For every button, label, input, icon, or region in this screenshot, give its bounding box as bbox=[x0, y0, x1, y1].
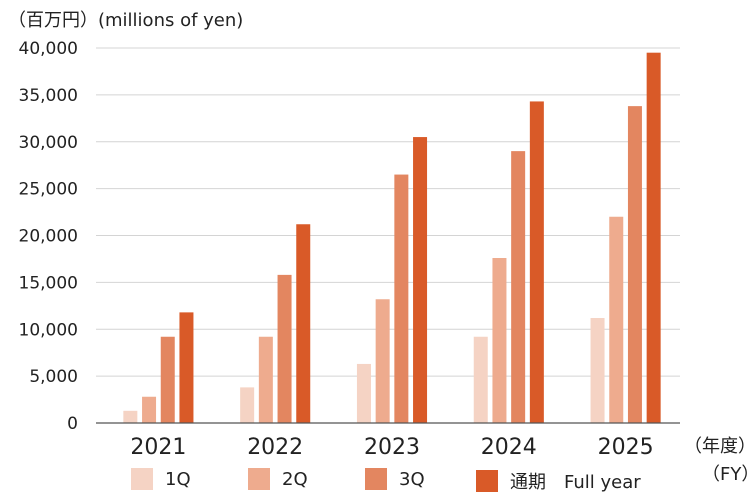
fiscal-year-label-jp: （年度） bbox=[684, 436, 750, 457]
bar-2025-full-year bbox=[646, 52, 661, 423]
x-tick-label: 2021 bbox=[130, 435, 186, 460]
y-tick-label: 40,000 bbox=[19, 39, 78, 59]
y-axis-ticks: 0 5,000 10,000 15,000 20,000 25,000 30,000 35,0… bbox=[19, 39, 78, 434]
bar-2021-3q bbox=[160, 336, 175, 423]
legend-item-1q: 1Q bbox=[131, 468, 191, 490]
legend-swatch-1q bbox=[131, 468, 153, 490]
legend-item-full-year: 通期 Full year bbox=[476, 468, 641, 494]
fiscal-year-label-en: （FY） bbox=[702, 464, 750, 485]
legend-label-1q: 1Q bbox=[165, 468, 191, 490]
y-tick-label: 0 bbox=[67, 414, 78, 434]
bar-2025-2q bbox=[609, 216, 624, 423]
legend-swatch-full-year bbox=[476, 470, 498, 492]
y-tick-label: 10,000 bbox=[19, 320, 78, 340]
bar-2024-2q bbox=[492, 258, 507, 423]
bar-2022-3q bbox=[277, 274, 292, 423]
bar-2024-1q bbox=[473, 336, 488, 423]
y-tick-label: 5,000 bbox=[29, 367, 78, 387]
x-tick-label: 2022 bbox=[247, 435, 303, 460]
bar-2024-full-year bbox=[529, 101, 544, 423]
legend-swatch-2q bbox=[248, 468, 270, 490]
bar-2023-full-year bbox=[413, 137, 428, 423]
legend-item-2q: 2Q bbox=[248, 468, 308, 490]
bar-2021-full-year bbox=[179, 312, 194, 423]
y-tick-label: 30,000 bbox=[19, 133, 78, 153]
bar-2022-full-year bbox=[296, 224, 311, 423]
bars bbox=[123, 52, 661, 423]
bar-2021-1q bbox=[123, 410, 138, 423]
bar-2023-1q bbox=[356, 363, 371, 423]
legend-label-2q: 2Q bbox=[282, 468, 308, 490]
bar-2021-2q bbox=[142, 396, 157, 423]
legend-label-full-year: 通期 Full year bbox=[510, 472, 641, 493]
bar-2025-1q bbox=[590, 318, 605, 423]
bar-2024-3q bbox=[511, 151, 526, 423]
x-tick-label: 2024 bbox=[481, 435, 537, 460]
legend-label-3q: 3Q bbox=[399, 468, 425, 490]
bar-2022-1q bbox=[240, 387, 255, 423]
x-tick-label: 2025 bbox=[598, 435, 654, 460]
bar-2025-3q bbox=[627, 106, 642, 423]
legend-swatch-3q bbox=[365, 468, 387, 490]
bar-2023-2q bbox=[375, 299, 390, 423]
y-tick-label: 25,000 bbox=[19, 180, 78, 200]
y-tick-label: 20,000 bbox=[19, 227, 78, 247]
y-tick-label: 35,000 bbox=[19, 86, 78, 106]
y-axis-unit-label: （百万円）(millions of yen) bbox=[8, 10, 244, 31]
y-tick-label: 15,000 bbox=[19, 273, 78, 293]
bar-2023-3q bbox=[394, 174, 409, 423]
x-tick-label: 2023 bbox=[364, 435, 420, 460]
x-axis-ticks: 2021 2022 2023 2024 2025 bbox=[130, 435, 653, 460]
bar-2022-2q bbox=[258, 336, 273, 423]
legend-item-3q: 3Q bbox=[365, 468, 425, 490]
